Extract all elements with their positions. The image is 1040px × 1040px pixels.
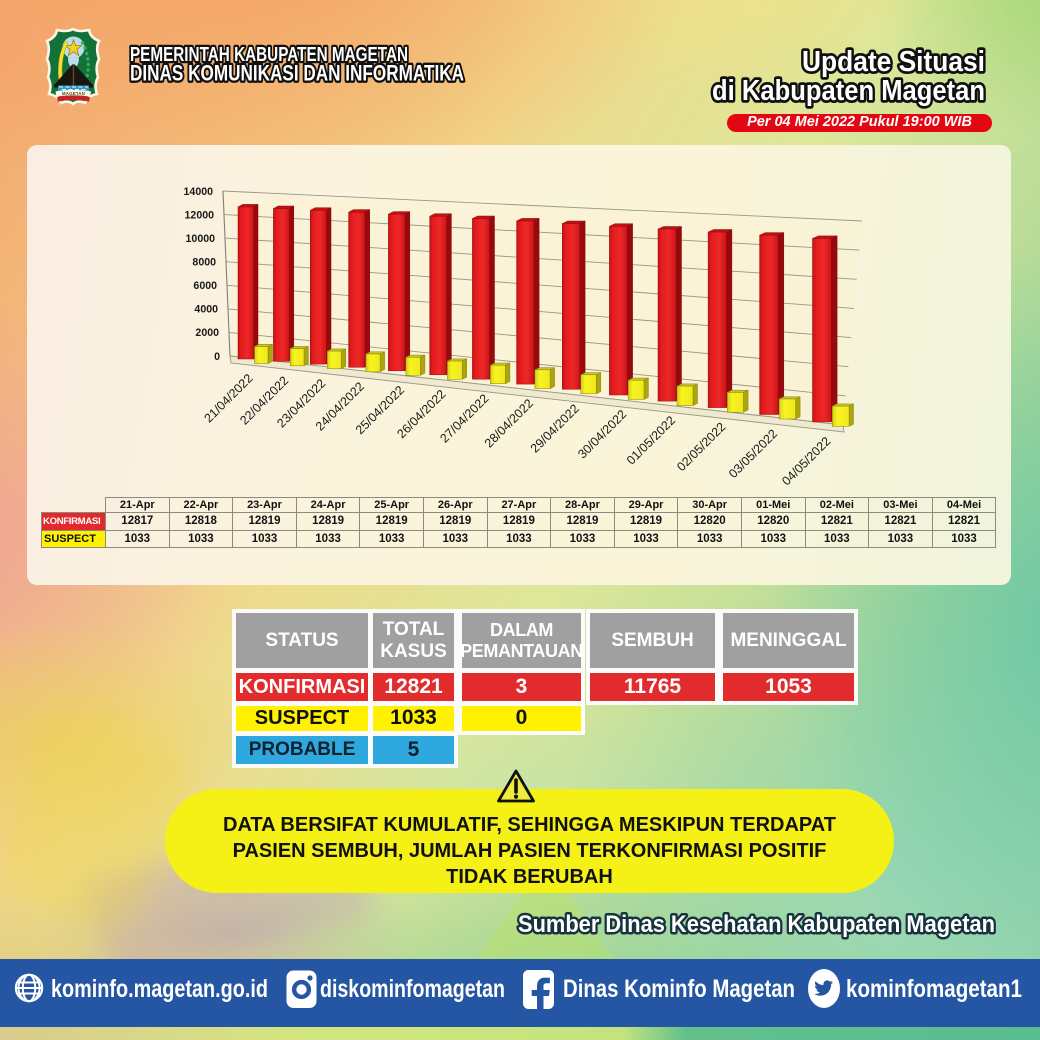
svg-text:04/05/2022: 04/05/2022: [779, 434, 833, 488]
svg-text:Sumber Dinas Kesehatan Kabupat: Sumber Dinas Kesehatan Kabupaten Magetan: [518, 911, 995, 938]
svg-text:Update Situasi: Update Situasi: [802, 46, 985, 78]
svg-text:02/05/2022: 02/05/2022: [674, 420, 728, 474]
svg-text:di Kabupaten Magetan: di Kabupaten Magetan: [712, 75, 985, 107]
svg-text:Dinas Kominfo Magetan: Dinas Kominfo Magetan: [563, 975, 795, 1003]
svg-text:12000: 12000: [185, 209, 215, 221]
svg-text:4000: 4000: [194, 304, 218, 316]
svg-text:kominfomagetan1: kominfomagetan1: [846, 975, 1022, 1003]
svg-text:PEMERINTAH KABUPATEN MAGETAN: PEMERINTAH KABUPATEN MAGETAN: [130, 44, 408, 66]
svg-text:01/05/2022: 01/05/2022: [624, 413, 678, 467]
svg-text:MAGETAN: MAGETAN: [62, 91, 85, 96]
svg-text:diskominfomagetan: diskominfomagetan: [320, 975, 505, 1003]
svg-text:14000: 14000: [184, 186, 214, 198]
svg-text:30/04/2022: 30/04/2022: [575, 407, 629, 461]
svg-text:10000: 10000: [186, 233, 216, 245]
svg-text:DINAS KOMUNIKASI DAN INFORMATI: DINAS KOMUNIKASI DAN INFORMATIKA: [130, 61, 464, 86]
svg-text:2000: 2000: [195, 327, 219, 339]
svg-text:03/05/2022: 03/05/2022: [726, 427, 780, 481]
svg-text:kominfo.magetan.go.id: kominfo.magetan.go.id: [51, 975, 268, 1003]
svg-text:6000: 6000: [193, 280, 217, 292]
svg-text:28/04/2022: 28/04/2022: [482, 396, 536, 450]
svg-text:0: 0: [214, 351, 220, 363]
svg-text:8000: 8000: [192, 257, 216, 269]
svg-text:29/04/2022: 29/04/2022: [528, 401, 582, 455]
